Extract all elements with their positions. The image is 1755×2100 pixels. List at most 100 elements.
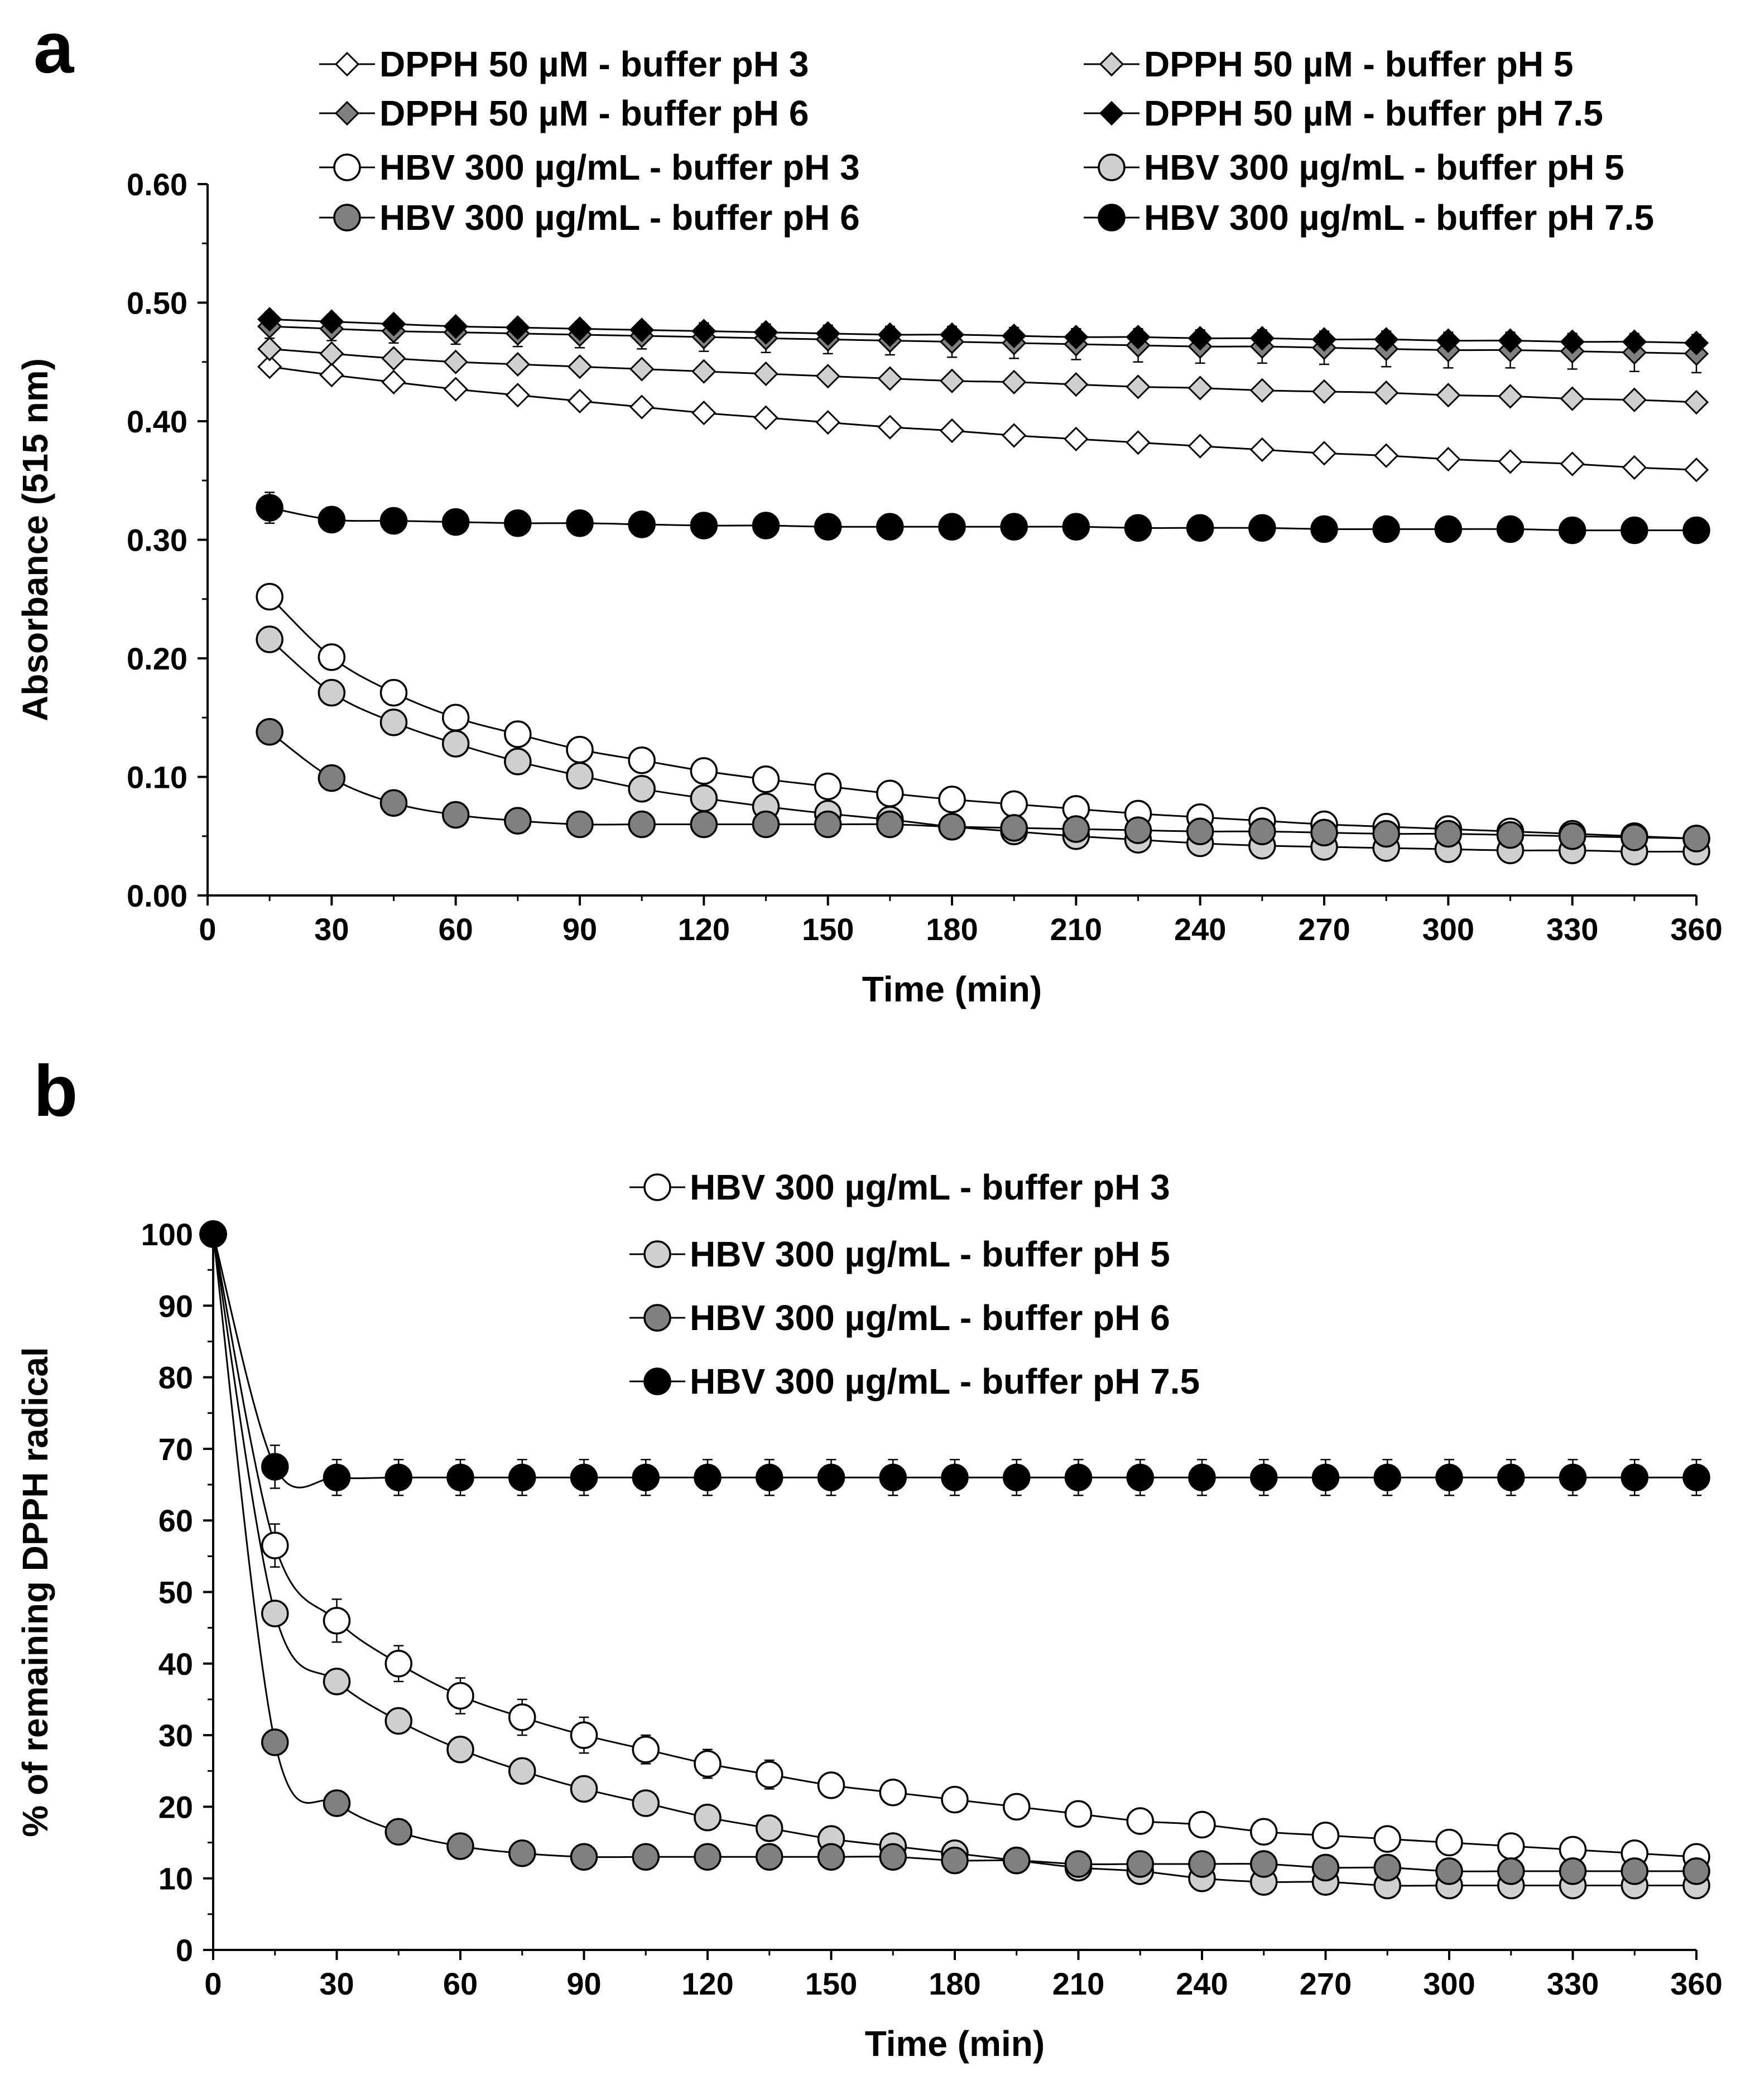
panel-a-data-point bbox=[566, 762, 594, 790]
panel-a-data-point bbox=[443, 314, 468, 339]
panel-a-data-point bbox=[1248, 514, 1276, 542]
panel-a-data-point bbox=[256, 582, 283, 611]
panel-b-x-tick-label: 330 bbox=[1547, 1966, 1599, 2001]
panel-a-data-point bbox=[1311, 379, 1337, 404]
panel-a-data-point bbox=[504, 807, 532, 835]
panel-a-data-point bbox=[629, 394, 655, 420]
panel-b-data-point bbox=[632, 1463, 660, 1491]
panel-a-legend-marker bbox=[333, 153, 361, 181]
panel-b-data-point bbox=[879, 1463, 907, 1491]
panel-a-data-point bbox=[628, 746, 656, 774]
panel-b-data-point bbox=[508, 1757, 536, 1785]
panel-a-y-tick-label: 0.60 bbox=[127, 167, 187, 202]
panel-a-data-point bbox=[938, 813, 966, 841]
panel-b-y-tick-label: 0 bbox=[176, 1933, 193, 1968]
panel-a-x-axis-title: Time (min) bbox=[862, 969, 1042, 1009]
panel-b-data-point bbox=[1373, 1853, 1401, 1882]
panel-a-legend-marker bbox=[1098, 153, 1126, 181]
panel-a-data-point bbox=[690, 810, 718, 839]
panel-a-data-point bbox=[691, 401, 717, 426]
panel-a-data-point bbox=[256, 625, 283, 653]
panel-a-data-point bbox=[814, 810, 842, 839]
panel-a-data-point bbox=[1186, 817, 1214, 845]
panel-b-x-axis-title: Time (min) bbox=[865, 2024, 1045, 2064]
panel-a-data-point bbox=[256, 718, 283, 746]
panel-a-series-line bbox=[269, 638, 1697, 853]
panel-a-data-point bbox=[753, 361, 778, 387]
panel-b-data-point bbox=[1003, 1793, 1031, 1821]
panel-b-data-point bbox=[756, 1814, 783, 1842]
panel-b-data-point bbox=[446, 1832, 474, 1860]
panel-b-y-tick-label: 100 bbox=[141, 1217, 193, 1252]
panel-a-data-point bbox=[1186, 514, 1214, 542]
panel-a-data-point bbox=[319, 341, 344, 366]
panel-a-data-point bbox=[566, 735, 594, 764]
panel-a-data-point bbox=[877, 366, 902, 391]
panel-a-data-point bbox=[814, 513, 842, 541]
panel-b-data-point bbox=[632, 1736, 660, 1764]
panel-a-data-point bbox=[691, 319, 717, 344]
panel-b-x-tick-label: 30 bbox=[319, 1966, 354, 2001]
panel-b-letter: b bbox=[33, 1050, 78, 1131]
panel-a-data-point bbox=[1062, 815, 1090, 843]
panel-a-data-point bbox=[877, 415, 902, 440]
panel-b-data-point bbox=[384, 1650, 412, 1678]
panel-b-data-point bbox=[508, 1463, 536, 1491]
panel-b-y-tick-label: 20 bbox=[158, 1789, 193, 1824]
panel-a-data-point bbox=[1124, 816, 1152, 844]
panel-a-data-point bbox=[319, 363, 344, 388]
panel-a-legend-marker bbox=[333, 204, 361, 232]
panel-a-data-point bbox=[1682, 825, 1710, 852]
panel-a-data-point bbox=[1124, 514, 1152, 542]
panel-a-y-tick-label: 0.10 bbox=[127, 760, 187, 795]
panel-a-x-tick-label: 0 bbox=[199, 912, 216, 947]
panel-a-data-point bbox=[1498, 328, 1523, 353]
panel-b-data-point bbox=[941, 1785, 969, 1814]
panel-a-data-point bbox=[938, 786, 966, 813]
panel-a-data-point bbox=[939, 322, 965, 347]
panel-b-data-point bbox=[756, 1760, 783, 1789]
panel-a-data-point bbox=[1002, 323, 1027, 349]
panel-b-data-point bbox=[446, 1682, 474, 1710]
panel-b-data-point bbox=[1126, 1463, 1154, 1491]
panel-a-data-point bbox=[379, 507, 408, 535]
panel-a-x-tick-label: 210 bbox=[1050, 912, 1102, 947]
panel-a-data-point bbox=[1311, 327, 1337, 352]
panel-a-data-point bbox=[752, 810, 780, 839]
panel-b-y-tick-label: 40 bbox=[158, 1646, 193, 1682]
panel-b-data-point bbox=[261, 1600, 289, 1627]
panel-b-data-point bbox=[632, 1843, 660, 1871]
panel-a-y-tick-label: 0.40 bbox=[127, 404, 187, 439]
panel-b-data-point bbox=[323, 1789, 351, 1817]
panel-a-data-point bbox=[567, 354, 593, 379]
panel-a-data-point bbox=[567, 316, 593, 341]
panel-a-data-point bbox=[1310, 515, 1338, 543]
panel-b-data-point bbox=[1621, 1857, 1648, 1885]
panel-a-data-point bbox=[629, 357, 655, 382]
panel-b-data-point bbox=[817, 1843, 845, 1871]
panel-a-x-tick-label: 270 bbox=[1298, 912, 1350, 947]
panel-a-data-point bbox=[505, 351, 530, 377]
panel-a-data-point bbox=[566, 810, 594, 839]
panel-b-series-1 bbox=[199, 1220, 1710, 1871]
panel-b-data-point bbox=[508, 1839, 536, 1867]
panel-a-data-point bbox=[1249, 378, 1275, 403]
panel-b-data-point bbox=[261, 1728, 289, 1756]
panel-b-data-point bbox=[1188, 1810, 1216, 1839]
panel-a-x-tick-label: 240 bbox=[1174, 912, 1226, 947]
panel-b-x-tick-label: 0 bbox=[204, 1966, 222, 2001]
panel-a-data-point bbox=[1310, 818, 1338, 847]
panel-a-legend-label: HBV 300 µg/mL - buffer pH 3 bbox=[379, 147, 860, 187]
panel-a-x-tick-label: 360 bbox=[1670, 912, 1722, 947]
panel-a-data-point bbox=[1187, 434, 1213, 459]
panel-b-data-point bbox=[199, 1220, 227, 1248]
panel-b-data-point bbox=[323, 1463, 351, 1491]
panel-a-data-point bbox=[381, 369, 406, 394]
panel-a-y-axis-title: Absorbance (515 nm) bbox=[15, 358, 55, 721]
panel-a-legend-label: HBV 300 µg/mL - buffer pH 5 bbox=[1144, 147, 1624, 187]
panel-a-data-point bbox=[257, 354, 282, 379]
panel-b-data-point bbox=[1559, 1463, 1587, 1491]
panel-b-x-tick-label: 60 bbox=[443, 1966, 478, 2001]
panel-a-data-point bbox=[318, 505, 346, 534]
panel-a-data-point bbox=[753, 405, 778, 430]
